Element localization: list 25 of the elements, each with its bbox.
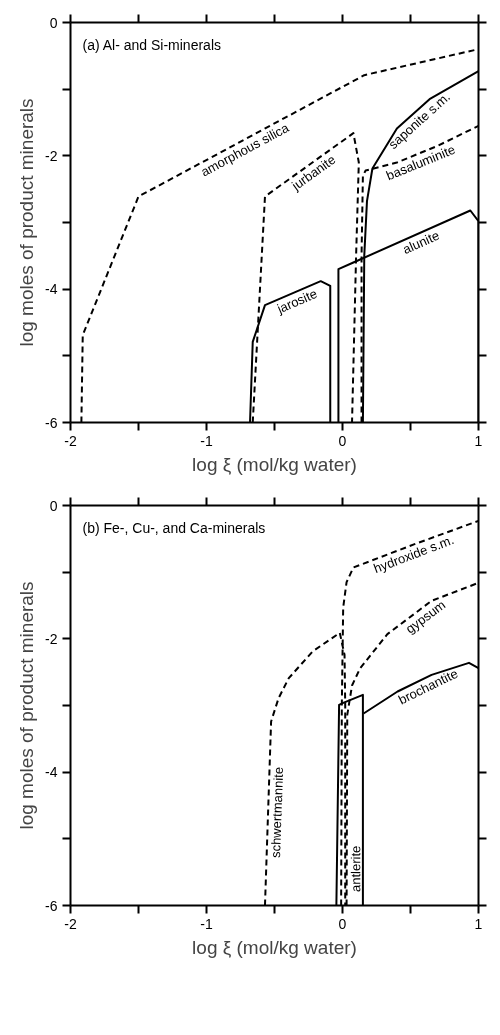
y-tick-label: -6 [45,897,58,914]
text: (a) Al- and Si-minerals [82,36,221,53]
text: (b) Fe-, Cu-, and Ca-minerals [82,519,266,536]
y-tick-label: -4 [45,281,58,298]
y-axis-title: log moles of product minerals [16,98,38,347]
y-axis-title: log moles of product minerals [16,581,38,830]
y-tick-label: -2 [45,630,58,647]
y-tick-label: -4 [45,764,58,781]
y-tick-label: 0 [49,497,58,514]
y-tick-label: -2 [45,147,58,164]
x-tick-label: 0 [338,915,347,932]
x-tick-label: 1 [474,432,483,449]
x-tick-label: -1 [200,432,213,449]
x-tick-label: 1 [474,915,483,932]
y-tick-label: -6 [45,414,58,431]
x-tick-label: -2 [64,915,77,932]
x-tick-label: 0 [338,432,347,449]
x-axis-title: log ξ (mol/kg water) [192,453,357,475]
x-tick-label: -2 [64,432,77,449]
annotation: schwertmannite [268,766,287,859]
x-tick-label: -1 [200,915,213,932]
y-tick-label: 0 [49,14,58,31]
x-axis-title: log ξ (mol/kg water) [192,936,357,958]
annotation: alunite [400,227,442,257]
annotation: antlerite [348,845,364,893]
